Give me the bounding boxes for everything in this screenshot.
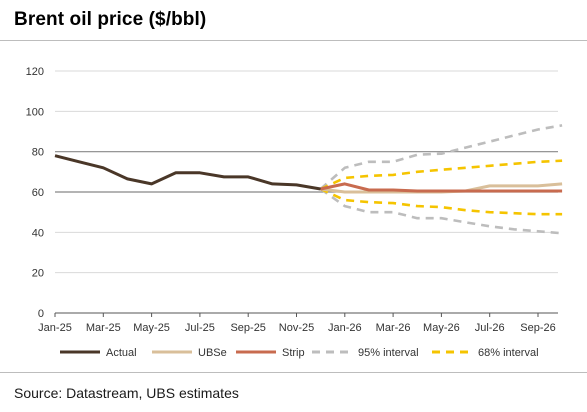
y-tick-label: 40 [32, 227, 44, 239]
y-tick-label: 100 [26, 106, 44, 118]
x-tick-label: Nov-25 [279, 322, 314, 334]
x-tick-label: Sep-25 [230, 322, 265, 334]
footer-divider [0, 372, 587, 373]
legend: Actual UBSe Strip 95% interval 68% interval [60, 347, 539, 359]
series-line-95-interval-upper [319, 124, 563, 190]
y-axis-ticks: 0 20 40 60 80 100 120 [26, 66, 44, 320]
x-tick-label: May-25 [133, 322, 170, 334]
series-line-95-interval-lower [319, 187, 563, 235]
series-line-strip [320, 182, 563, 193]
x-tick-label: Mar-26 [376, 322, 411, 334]
y-tick-label: 60 [32, 187, 44, 199]
legend-label-ubse: UBSe [198, 347, 227, 359]
brent-oil-price-chart: 0 20 40 60 80 100 120 Jan-25 Mar-25 May-25 Jul-25… [26, 66, 563, 359]
series-line-68-interval-lower [320, 187, 563, 216]
source-note: Source: Datastream, UBS estimates [14, 385, 239, 401]
x-tick-label: May-26 [423, 322, 460, 334]
x-tick-label: Mar-25 [86, 322, 121, 334]
y-tick-label: 80 [32, 147, 44, 159]
x-tick-label: Jan-26 [328, 322, 362, 334]
legend-label-strip: Strip [282, 347, 305, 359]
x-tick-label: Jul-25 [185, 322, 215, 334]
y-tick-label: 120 [26, 66, 44, 78]
y-tick-label: 0 [38, 308, 44, 320]
x-tick-label: Jan-25 [38, 322, 72, 334]
series-lines [54, 124, 563, 235]
x-tick-label: Jul-26 [475, 322, 505, 334]
series-line-68-interval-upper [320, 159, 563, 191]
legend-label-68-interval: 68% interval [478, 347, 539, 359]
title-divider [0, 40, 587, 41]
y-tick-label: 20 [32, 268, 44, 280]
x-axis-ticks: Jan-25 Mar-25 May-25 Jul-25 Sep-25 Nov-25 Jan-… [38, 313, 556, 334]
series-line-actual [54, 154, 321, 191]
chart-title: Brent oil price ($/bbl) [14, 9, 207, 30]
legend-label-actual: Actual [106, 347, 137, 359]
x-tick-label: Sep-26 [520, 322, 555, 334]
legend-label-95-interval: 95% interval [358, 347, 419, 359]
